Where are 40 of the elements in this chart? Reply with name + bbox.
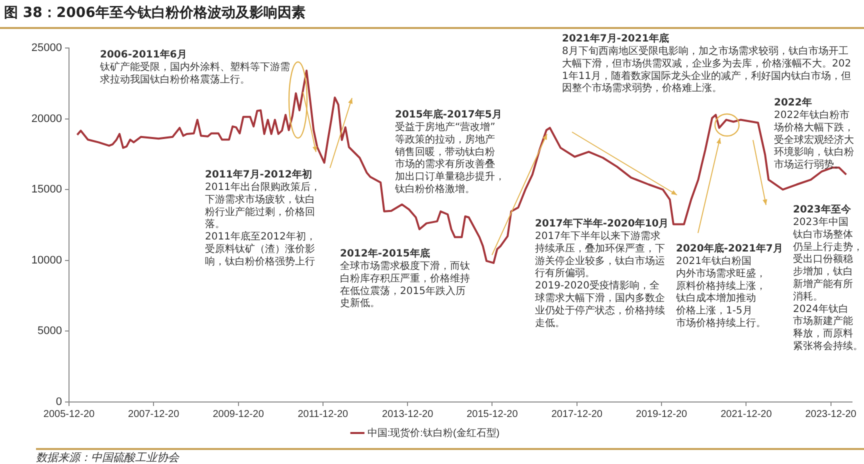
x-tick-label: 2011-12-20 [298, 408, 349, 420]
annotation: 2006-2011年6月 [100, 48, 187, 61]
annotation: 全球市场需求极度下滑，而钛白粉库存积压严重，价格维持在低位震荡，2015年跌入历史新低。 [340, 260, 470, 310]
y-tick-label: 15000 [31, 184, 62, 196]
annotation: 2017年下半年-2020年10月 [535, 218, 669, 230]
chart-title: 图 38：2006年至今钛白粉价格波动及影响因素 [4, 4, 306, 22]
annotation: 2024年钛白市场新建产能释放，而原料紧张将会持续。 [793, 302, 863, 352]
x-tick-label: 2021-12-20 [720, 408, 772, 420]
annotation: 2012年-2015年底 [340, 248, 430, 260]
x-tick-label: 2023-12-20 [805, 408, 857, 420]
annotation: 2015年底-2017年5月 [395, 108, 502, 121]
text: 2021年7月-2021年底 [562, 32, 669, 45]
annotation: 钛矿产能受限，国内外涂料、塑料等下游需求拉动我国钛白粉价格震荡上行。 [99, 60, 290, 86]
y-tick-label: 20000 [31, 112, 62, 125]
annotation: 2020年底-2021年7月 [676, 242, 783, 255]
x-tick-label: 2019-12-20 [636, 408, 688, 420]
annotation: 2021年钛白粉国内外市场需求旺盛，原料价格持续上涨，钛白成本增加推动价格上涨，1-5月市场价格持续上行。 [675, 254, 766, 329]
y-tick-label: 10000 [31, 254, 62, 266]
y-tick-label: 25000 [31, 42, 62, 54]
source-note: 数据来源：中国硫酸工业协会 [36, 450, 179, 464]
annotation: 8月下旬西南地区受限电影响，加之市场需求较弱，钛白市场开工大幅下滑，但市场供需双减，企业多为去库，价格涨幅不大。2021年11月，随着数家国际龙头企业的减产，利好国内钛白市场，但因整个市场需求弱势，价格难上涨。 [562, 44, 852, 94]
annotation: 2019-2020受疫情影响，全球需求大幅下滑，国内多数企业仍处于停产状态，价格持续走低。 [535, 280, 665, 329]
x-tick-label: 2013-12-20 [382, 408, 434, 420]
annotation: 2023年至今 [793, 204, 852, 216]
x-tick-label: 2007-12-20 [128, 408, 180, 420]
annotation: 受益于房地产“营改增”等政策的拉动，房地产销售回暖，带动钛白粉市场的需求有所改善叠加出口订单量稳步提升，钛白粉价格激增。 [394, 120, 505, 195]
x-tick-label: 2005-12-20 [43, 408, 96, 420]
legend-label: 中国:现货价:钛白粉(金红石型) [367, 426, 500, 439]
annotation: 2011年7月-2012年初 [205, 168, 312, 181]
annotation: 2023年中国钛白市场整体仍呈上行走势，受出口份额稳步增加，钛白新增产能有所消耗。 [792, 216, 863, 302]
x-tick-label: 2017-12-20 [551, 408, 603, 420]
y-tick-label: 5000 [38, 325, 62, 338]
annotation: 2011年出台限购政策后，下游需求市场疲软，钛白粉行业产能过剩，价格回落。 [205, 180, 320, 230]
x-tick-label: 2015-12-20 [466, 408, 518, 420]
annotation: 2022年 [774, 96, 812, 109]
y-tick-label: 0 [56, 396, 62, 408]
annotation: 2022年钛白粉市场价格大幅下跌，受全球宏观经济大环境影响，钛白粉市场运行弱势。 [773, 108, 854, 171]
x-tick-label: 2009-12-20 [212, 408, 264, 420]
annotation: 2011年底至2012年初，受原料钛矿（渣）涨价影响，钛白粉价格强势上行 [205, 230, 316, 268]
annotation: 2017年下半年以来下游需求持续承压，叠加环保严查，下游关停企业较多，钛白市场运行有所偏弱。 [535, 230, 665, 280]
